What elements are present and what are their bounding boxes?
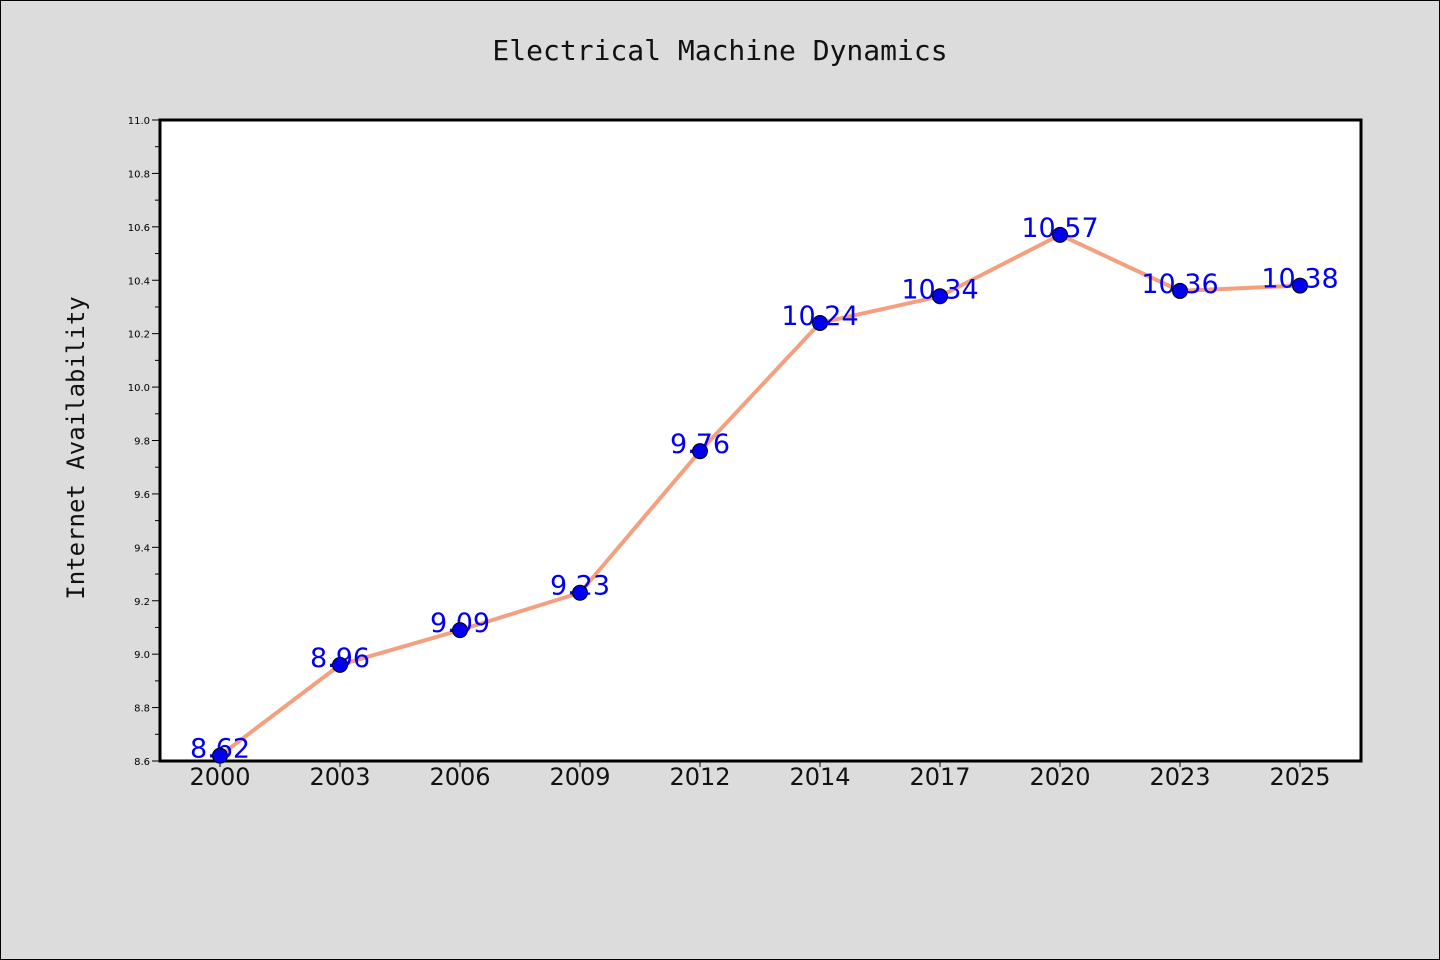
data-point xyxy=(212,747,228,764)
y-axis: 8.6 8.8 9.0 9.2 9.4 9.6 9.8 10.0 10.2 10.4 10.6 10.… xyxy=(128,116,160,768)
y-tick-label: 9.8 xyxy=(134,437,150,448)
x-tick-label: 2014 xyxy=(789,763,850,791)
x-tick-label: 2012 xyxy=(669,763,730,791)
data-point xyxy=(932,288,948,305)
data-point xyxy=(332,656,348,673)
y-tick-label: 9.6 xyxy=(134,490,150,501)
x-axis: 2000 2003 2006 2009 2012 2014 2017 2020 2023 2025 xyxy=(189,761,1331,791)
x-tick-label: 2003 xyxy=(309,763,370,791)
x-tick-label: 2020 xyxy=(1029,763,1090,791)
data-markers xyxy=(212,226,1308,764)
x-tick-label: 2006 xyxy=(429,763,490,791)
data-point xyxy=(1052,226,1068,243)
data-point xyxy=(452,622,468,639)
y-tick-label: 10.4 xyxy=(128,276,150,287)
x-tick-label: 2023 xyxy=(1149,763,1210,791)
series-line xyxy=(218,232,1302,758)
data-point xyxy=(692,443,708,460)
plot-area xyxy=(158,118,1363,763)
y-tick-label: 9.0 xyxy=(134,650,150,661)
data-point xyxy=(1292,277,1308,294)
chart-title: Electrical Machine Dynamics xyxy=(492,34,948,67)
x-tick-label: 2009 xyxy=(549,763,610,791)
y-tick-label: 11.0 xyxy=(128,116,150,127)
data-point xyxy=(572,584,588,601)
x-tick-label: 2025 xyxy=(1269,763,1330,791)
y-tick-label: 9.4 xyxy=(134,543,150,554)
y-tick-label: 10.0 xyxy=(128,383,150,394)
y-tick-label: 10.6 xyxy=(128,223,150,234)
y-tick-label: 10.8 xyxy=(128,169,150,180)
data-point xyxy=(812,314,828,331)
x-tick-label: 2017 xyxy=(909,763,970,791)
y-tick-label: 10.2 xyxy=(128,330,150,341)
x-tick-label: 2000 xyxy=(189,763,250,791)
y-tick-label: 8.6 xyxy=(134,757,150,768)
y-tick-label: 8.8 xyxy=(134,704,150,715)
y-tick-label: 9.2 xyxy=(134,597,150,608)
data-point xyxy=(1172,282,1188,299)
